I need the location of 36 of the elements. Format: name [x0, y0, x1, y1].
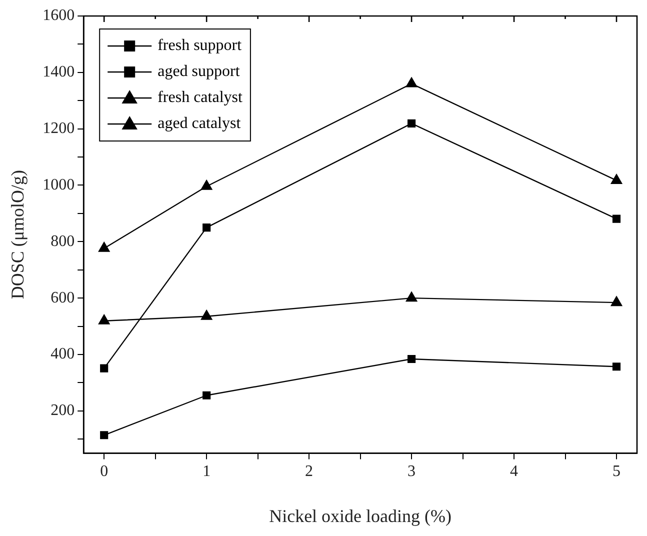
x-tick-label: 5 [612, 463, 621, 480]
y-tick-label: 200 [50, 402, 75, 420]
y-tick-label: 1000 [42, 176, 75, 194]
x-tick-label: 4 [510, 463, 518, 480]
point [98, 242, 110, 252]
point [98, 314, 110, 324]
y-tick-label: 1400 [42, 64, 75, 81]
y-tick-label: 1600 [42, 7, 75, 24]
x-tick-label: 1 [202, 463, 211, 480]
point [406, 292, 418, 302]
point [200, 180, 212, 190]
point [202, 224, 211, 232]
y-axis-title: DOSC (μmolO/g) [8, 170, 28, 300]
point [100, 364, 108, 372]
legend-label: aged support [158, 63, 240, 80]
y-tick-label: 1200 [42, 120, 75, 138]
y-tick-label: 400 [50, 346, 75, 363]
x-tick-label: 3 [408, 463, 416, 480]
point [610, 296, 622, 306]
x-axis-title: Nickel oxide loading (%) [269, 506, 452, 526]
point [408, 119, 416, 128]
point [610, 174, 622, 184]
legend-label: fresh catalyst [158, 89, 244, 106]
y-tick-label: 600 [50, 289, 75, 306]
point [202, 391, 211, 400]
point [200, 310, 212, 320]
point [100, 431, 108, 440]
x-tick-label: 0 [100, 463, 108, 480]
point [406, 77, 418, 88]
x-tick-label: 2 [305, 463, 314, 480]
legend-label: fresh support [158, 37, 242, 54]
point [408, 354, 416, 364]
point [612, 362, 621, 371]
y-tick-label: 800 [50, 232, 75, 250]
legend-label: aged catalyst [158, 115, 242, 132]
point [612, 214, 621, 223]
